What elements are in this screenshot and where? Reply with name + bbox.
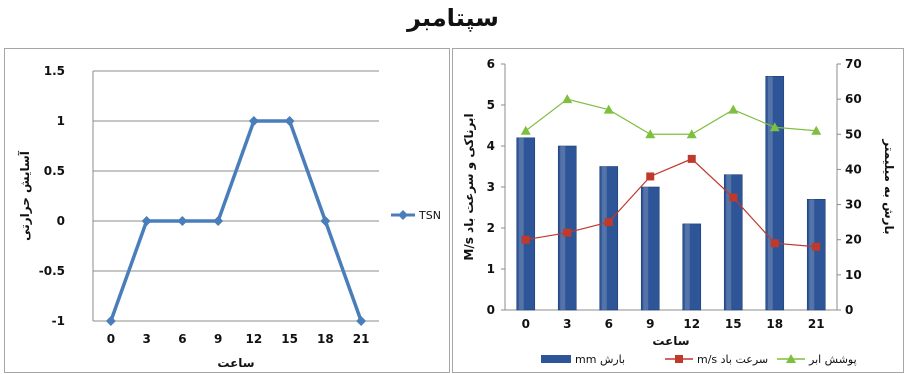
rain-bar-highlight — [726, 174, 732, 310]
legend-wind-label: m/s سرعت باد — [697, 353, 768, 366]
x-tick-label: 9 — [214, 332, 222, 346]
wind-speed-point — [770, 239, 779, 248]
weather-chart-panel: 6 5 4 3 2 1 0 70 60 50 40 30 20 10 0 0 3 6 9 12 15 18 21 ساعت M/… — [452, 48, 904, 373]
x-tick-label: 3 — [563, 317, 571, 331]
x-tick-label: 0 — [107, 332, 115, 346]
right-y-tick-label: 10 — [845, 268, 862, 282]
rain-bar — [765, 75, 785, 311]
cloud-cover-point — [728, 104, 739, 114]
x-tick-label: 9 — [646, 317, 654, 331]
right-y-tick-label: 40 — [845, 162, 862, 176]
x-tick-label: 12 — [683, 317, 700, 331]
x-axis-label: ساعت — [652, 334, 689, 348]
wind-speed-point — [687, 154, 696, 163]
wind-speed-point — [812, 242, 821, 251]
x-tick-label: 15 — [725, 317, 742, 331]
cloud-cover-point — [562, 94, 573, 104]
left-y-axis-label: M/s ابرناکی و سرعت باد — [462, 113, 477, 260]
rain-bar-highlight — [809, 199, 815, 310]
legend-rain-swatch — [541, 355, 571, 363]
tsn-point — [284, 116, 295, 126]
legend-cloud-label: پوشش ابر — [808, 353, 857, 366]
y-tick-label: 1 — [57, 114, 65, 128]
y-tick-label: 0.5 — [44, 164, 65, 178]
cloud-cover-point — [769, 122, 780, 132]
wind-speed-line — [525, 158, 817, 248]
wind-speed-point — [729, 193, 738, 202]
left-y-tick-label: 1 — [487, 262, 495, 276]
legend-cloud-marker — [786, 354, 796, 363]
tsn-series-line — [109, 119, 363, 322]
right-y-axis-label: بارش به میلیمتر — [882, 138, 896, 234]
left-y-tick-label: 3 — [487, 180, 495, 194]
tsn-point — [356, 316, 367, 326]
right-y-tick-label: 50 — [845, 127, 862, 141]
left-y-tick-label: 2 — [487, 221, 495, 235]
x-tick-label: 12 — [246, 332, 263, 346]
rain-bar-highlight — [684, 223, 690, 310]
tsn-point — [248, 116, 259, 126]
wind-speed-point — [521, 235, 530, 244]
tsn-point — [320, 216, 331, 226]
page-title: سپتامبر — [407, 4, 499, 32]
right-y-tick-label: 60 — [845, 92, 862, 106]
y-axis-label: آسایش حرارتی — [17, 150, 32, 241]
rain-bar — [599, 166, 619, 311]
tsn-point — [105, 316, 116, 326]
rain-bar — [640, 186, 660, 311]
rain-bar-highlight — [518, 137, 524, 310]
right-y-tick-label: 70 — [845, 57, 862, 71]
tsn-point — [141, 216, 152, 226]
legend-tsn-label: TSN — [418, 209, 441, 222]
x-tick-label: 3 — [142, 332, 150, 346]
x-tick-label: 6 — [605, 317, 613, 331]
wind-speed-point — [604, 218, 613, 227]
x-tick-label: 18 — [766, 317, 783, 331]
cloud-cover-point — [811, 125, 822, 135]
right-y-tick-label: 0 — [845, 303, 853, 317]
left-y-tick-label: 0 — [487, 303, 495, 317]
wind-speed-point — [563, 228, 572, 237]
left-y-tick-label: 5 — [487, 98, 495, 112]
x-axis-label: ساعت — [217, 356, 254, 370]
rain-bar-highlight — [560, 146, 566, 310]
tsn-chart-panel: 1.5 1 0.5 0 -0.5 -1 0 3 6 9 12 15 18 21 ساعت آسایش حرار… — [4, 48, 450, 373]
y-tick-label: -1 — [52, 314, 65, 328]
tsn-point — [213, 216, 224, 226]
legend-tsn-marker — [398, 210, 408, 220]
rain-bar-highlight — [643, 187, 649, 310]
legend-wind-marker — [675, 355, 683, 363]
rain-bar — [516, 137, 536, 311]
cloud-cover-point — [520, 125, 531, 135]
wind-speed-point — [646, 172, 655, 181]
x-tick-label: 21 — [353, 332, 370, 346]
legend-rain-label: mm بارش — [575, 353, 625, 366]
left-y-tick-label: 6 — [487, 57, 495, 71]
rain-bar-highlight — [601, 166, 607, 310]
tsn-point — [177, 216, 188, 226]
cloud-cover-point — [603, 104, 614, 114]
x-tick-label: 6 — [178, 332, 186, 346]
x-tick-label: 0 — [522, 317, 530, 331]
y-tick-label: 1.5 — [44, 64, 65, 78]
right-y-tick-label: 20 — [845, 233, 862, 247]
y-tick-label: 0 — [57, 214, 65, 228]
rain-bar — [682, 223, 702, 311]
x-tick-label: 21 — [808, 317, 825, 331]
rain-bar — [557, 145, 577, 311]
right-y-tick-label: 30 — [845, 198, 862, 212]
y-tick-label: -0.5 — [39, 264, 65, 278]
x-tick-label: 18 — [317, 332, 334, 346]
rain-bar-highlight — [767, 76, 773, 310]
rain-bar — [723, 174, 743, 311]
rain-bar — [806, 199, 826, 311]
cloud-cover-line — [525, 98, 817, 135]
cloud-cover-point — [645, 129, 656, 139]
left-y-tick-label: 4 — [487, 139, 495, 153]
cloud-cover-point — [686, 129, 697, 139]
x-tick-label: 15 — [281, 332, 298, 346]
tsn-line-chart: 1.5 1 0.5 0 -0.5 -1 0 3 6 9 12 15 18 21 ساعت آسایش حرار… — [17, 64, 441, 370]
